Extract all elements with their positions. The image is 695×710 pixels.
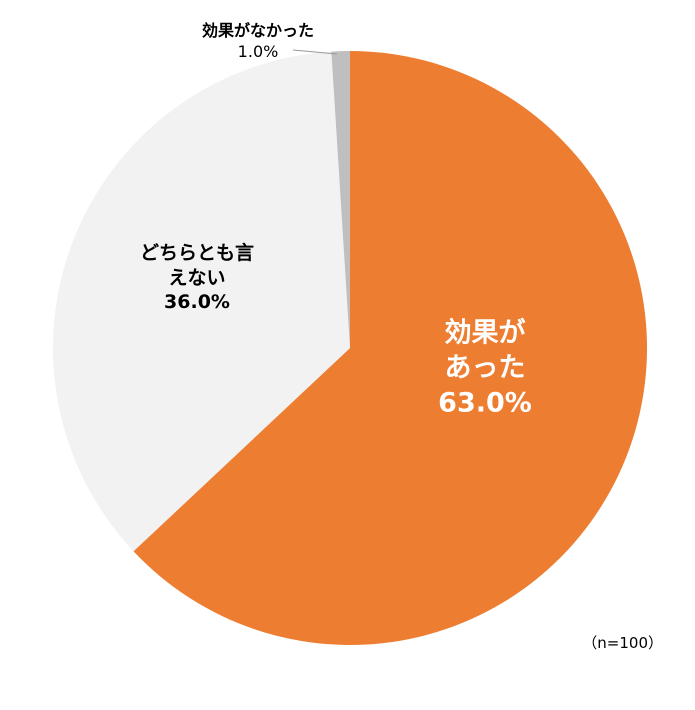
value-label: 63.0% bbox=[438, 387, 532, 419]
pie-slice bbox=[331, 51, 350, 348]
leader-line bbox=[292, 49, 338, 55]
category-label: 効果がなかった bbox=[201, 21, 314, 41]
slice-label: どちらとも言えない 36.0% bbox=[115, 241, 280, 315]
pie-slice bbox=[53, 51, 350, 552]
slice-label: 効果がなかった 1.0% bbox=[158, 21, 358, 63]
category-label: 効果があった bbox=[444, 317, 526, 384]
slice-label: 効果があった 63.0% bbox=[420, 315, 550, 420]
value-label: 1.0% bbox=[237, 42, 279, 61]
value-label: 36.0% bbox=[164, 291, 230, 314]
category-label: どちらとも言えない bbox=[139, 241, 254, 289]
pie-slice bbox=[133, 51, 647, 645]
sample-note: （n=100） bbox=[582, 634, 663, 652]
